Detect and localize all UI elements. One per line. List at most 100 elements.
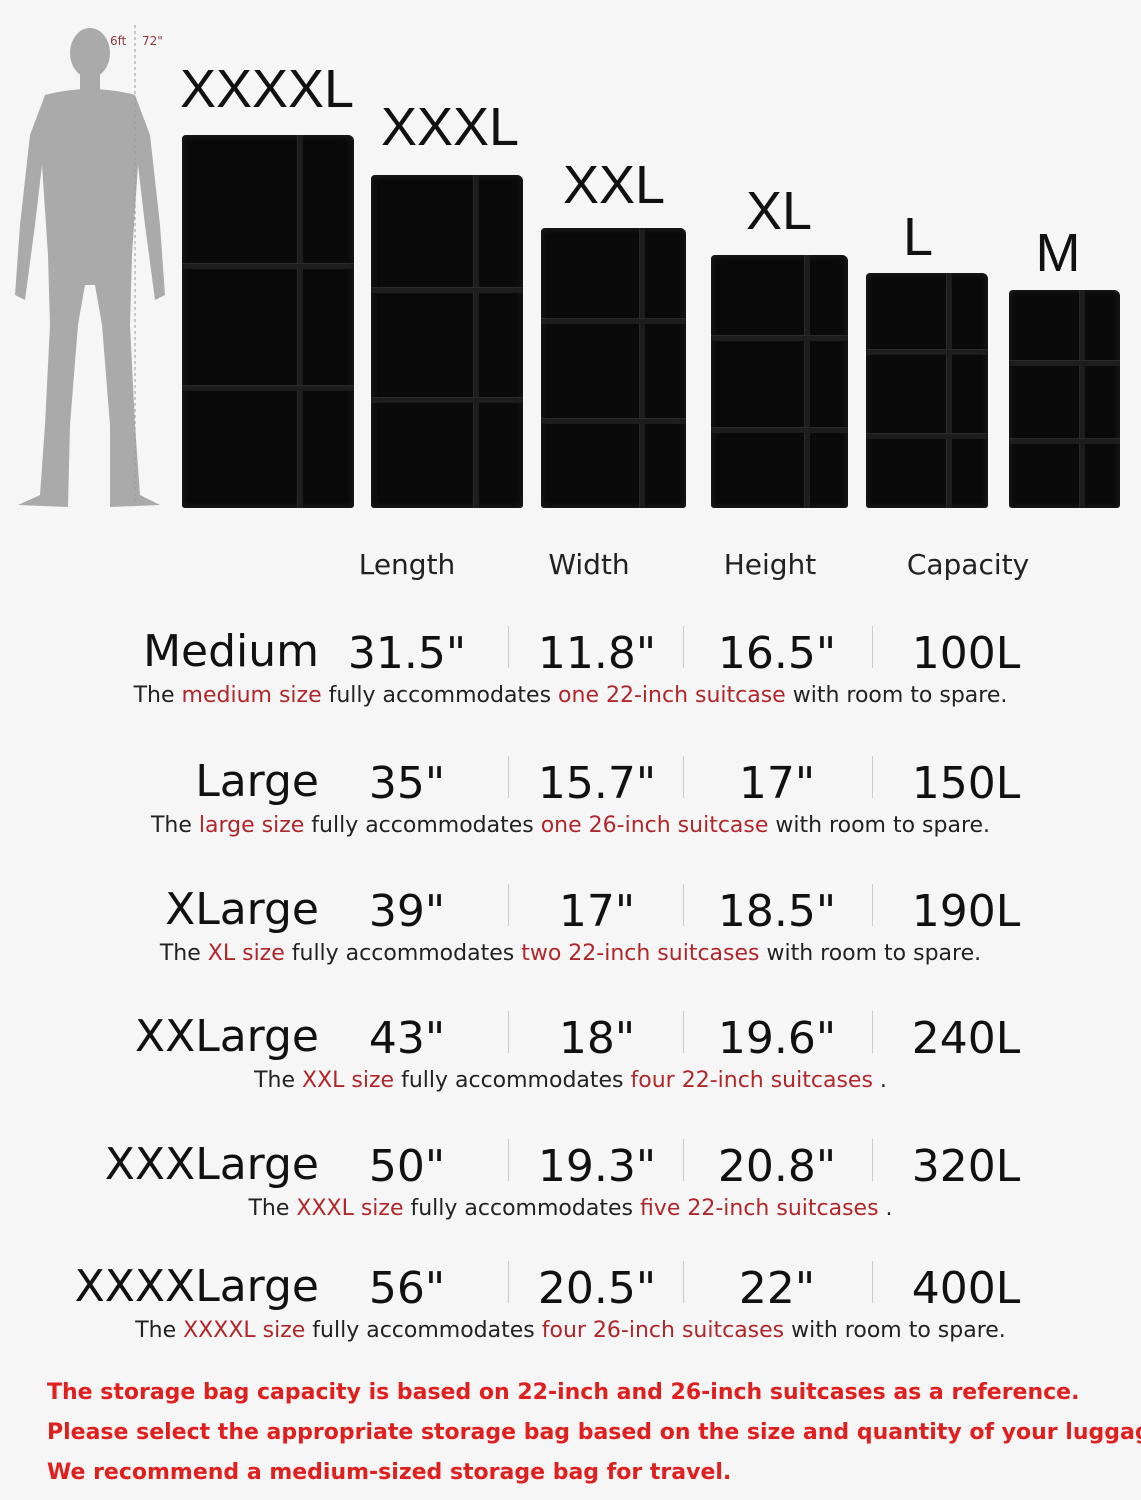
- description-text: The: [159, 941, 208, 966]
- height-feet-label: 6ft: [110, 34, 127, 48]
- cell-length: 31.5": [347, 628, 467, 679]
- description-highlight: large size: [198, 813, 305, 838]
- cell-width: 18": [558, 1013, 636, 1064]
- cell-width: 17": [558, 886, 636, 937]
- size-label-xxxxl: XXXXL: [179, 59, 355, 119]
- column-divider: [683, 1139, 684, 1181]
- row-size-name: XLarge: [165, 884, 319, 935]
- column-divider: [508, 1261, 509, 1303]
- description-text: fully accommodates: [305, 1318, 542, 1343]
- cell-height: 16.5": [717, 628, 837, 679]
- footer-note-1: The storage bag capacity is based on 22-…: [47, 1380, 1080, 1405]
- description-text: fully accommodates: [284, 941, 522, 966]
- column-divider: [872, 1261, 873, 1303]
- cell-width: 20.5": [537, 1263, 657, 1314]
- cell-height: 22": [738, 1263, 816, 1314]
- bag-xl-image: [711, 255, 848, 508]
- cell-capacity: 400L: [911, 1263, 1021, 1314]
- cell-capacity: 320L: [911, 1141, 1021, 1192]
- column-divider: [872, 626, 873, 668]
- description-text: with room to spare.: [759, 941, 982, 966]
- row-size-name: XXXLarge: [104, 1139, 319, 1190]
- cell-capacity: 240L: [911, 1013, 1021, 1064]
- bag-xxxl-image: [371, 175, 523, 508]
- footer-note-3: We recommend a medium-sized storage bag …: [47, 1460, 732, 1485]
- description-text: The: [150, 813, 199, 838]
- description-highlight: one 22-inch suitcase: [558, 683, 786, 708]
- column-divider: [872, 1139, 873, 1181]
- column-divider: [508, 884, 509, 926]
- cell-height: 18.5": [717, 886, 837, 937]
- cell-length: 43": [368, 1013, 446, 1064]
- column-divider: [683, 1011, 684, 1053]
- column-divider: [508, 626, 509, 668]
- description-highlight: XXXL size: [296, 1196, 404, 1221]
- row-size-name: Medium: [143, 626, 319, 677]
- column-divider: [872, 756, 873, 798]
- cell-height: 17": [738, 758, 816, 809]
- bag-xxxxl-image: [182, 135, 354, 508]
- cell-length: 50": [368, 1141, 446, 1192]
- description-text: The: [254, 1068, 303, 1093]
- cell-width: 15.7": [537, 758, 657, 809]
- row-description: The XXL size fully accommodates four 22-…: [0, 1068, 1141, 1093]
- row-size-name: XXXXLarge: [74, 1261, 319, 1312]
- size-label-xxxl: XXXL: [380, 97, 520, 157]
- bag-m-image: [1009, 290, 1120, 508]
- description-highlight: two 22-inch suitcases: [521, 941, 760, 966]
- column-divider: [508, 756, 509, 798]
- description-highlight: XXXXL size: [183, 1318, 306, 1343]
- description-text: .: [878, 1196, 893, 1221]
- human-silhouette: [15, 25, 165, 507]
- column-divider: [683, 884, 684, 926]
- size-label-xxl: XXL: [562, 155, 666, 215]
- cell-capacity: 100L: [911, 628, 1021, 679]
- description-text: fully accommodates: [304, 813, 541, 838]
- description-text: with room to spare.: [768, 813, 991, 838]
- column-divider: [683, 626, 684, 668]
- column-divider: [872, 1011, 873, 1053]
- row-size-name: Large: [195, 756, 319, 807]
- row-description: The XXXL size fully accommodates five 22…: [0, 1196, 1141, 1221]
- description-text: .: [872, 1068, 887, 1093]
- footer-note-2: Please select the appropriate storage ba…: [47, 1420, 1141, 1445]
- header-capacity: Capacity: [906, 548, 1030, 581]
- size-label-m: M: [1035, 223, 1081, 283]
- bag-l-image: [866, 273, 988, 508]
- header-width: Width: [548, 548, 630, 581]
- row-description: The XXXXL size fully accommodates four 2…: [0, 1318, 1141, 1343]
- description-highlight: medium size: [181, 683, 322, 708]
- description-highlight: one 26-inch suitcase: [540, 813, 769, 838]
- description-text: fully accommodates: [321, 683, 559, 708]
- column-divider: [508, 1011, 509, 1053]
- row-description: The XL size fully accommodates two 22-in…: [0, 941, 1141, 966]
- bag-xxl-image: [541, 228, 686, 508]
- cell-width: 11.8": [537, 628, 657, 679]
- cell-length: 35": [368, 758, 446, 809]
- description-text: fully accommodates: [394, 1068, 631, 1093]
- cell-capacity: 190L: [911, 886, 1021, 937]
- description-text: The: [135, 1318, 184, 1343]
- cell-height: 20.8": [717, 1141, 837, 1192]
- row-description: The large size fully accommodates one 26…: [0, 813, 1141, 838]
- row-size-name: XXLarge: [134, 1011, 319, 1062]
- size-label-xl: XL: [745, 181, 813, 241]
- cell-capacity: 150L: [911, 758, 1021, 809]
- size-label-l: L: [902, 207, 934, 267]
- description-highlight: four 22-inch suitcases: [630, 1068, 873, 1093]
- description-text: with room to spare.: [785, 683, 1008, 708]
- column-divider: [508, 1139, 509, 1181]
- description-highlight: four 26-inch suitcases: [541, 1318, 785, 1343]
- cell-length: 56": [368, 1263, 446, 1314]
- description-text: with room to spare.: [784, 1318, 1006, 1343]
- description-text: fully accommodates: [403, 1196, 640, 1221]
- description-text: The: [133, 683, 182, 708]
- column-divider: [872, 884, 873, 926]
- column-divider: [683, 756, 684, 798]
- column-divider: [683, 1261, 684, 1303]
- description-highlight: five 22-inch suitcases: [639, 1196, 879, 1221]
- row-description: The medium size fully accommodates one 2…: [0, 683, 1141, 708]
- cell-height: 19.6": [717, 1013, 837, 1064]
- header-height: Height: [723, 548, 817, 581]
- description-highlight: XL size: [207, 941, 285, 966]
